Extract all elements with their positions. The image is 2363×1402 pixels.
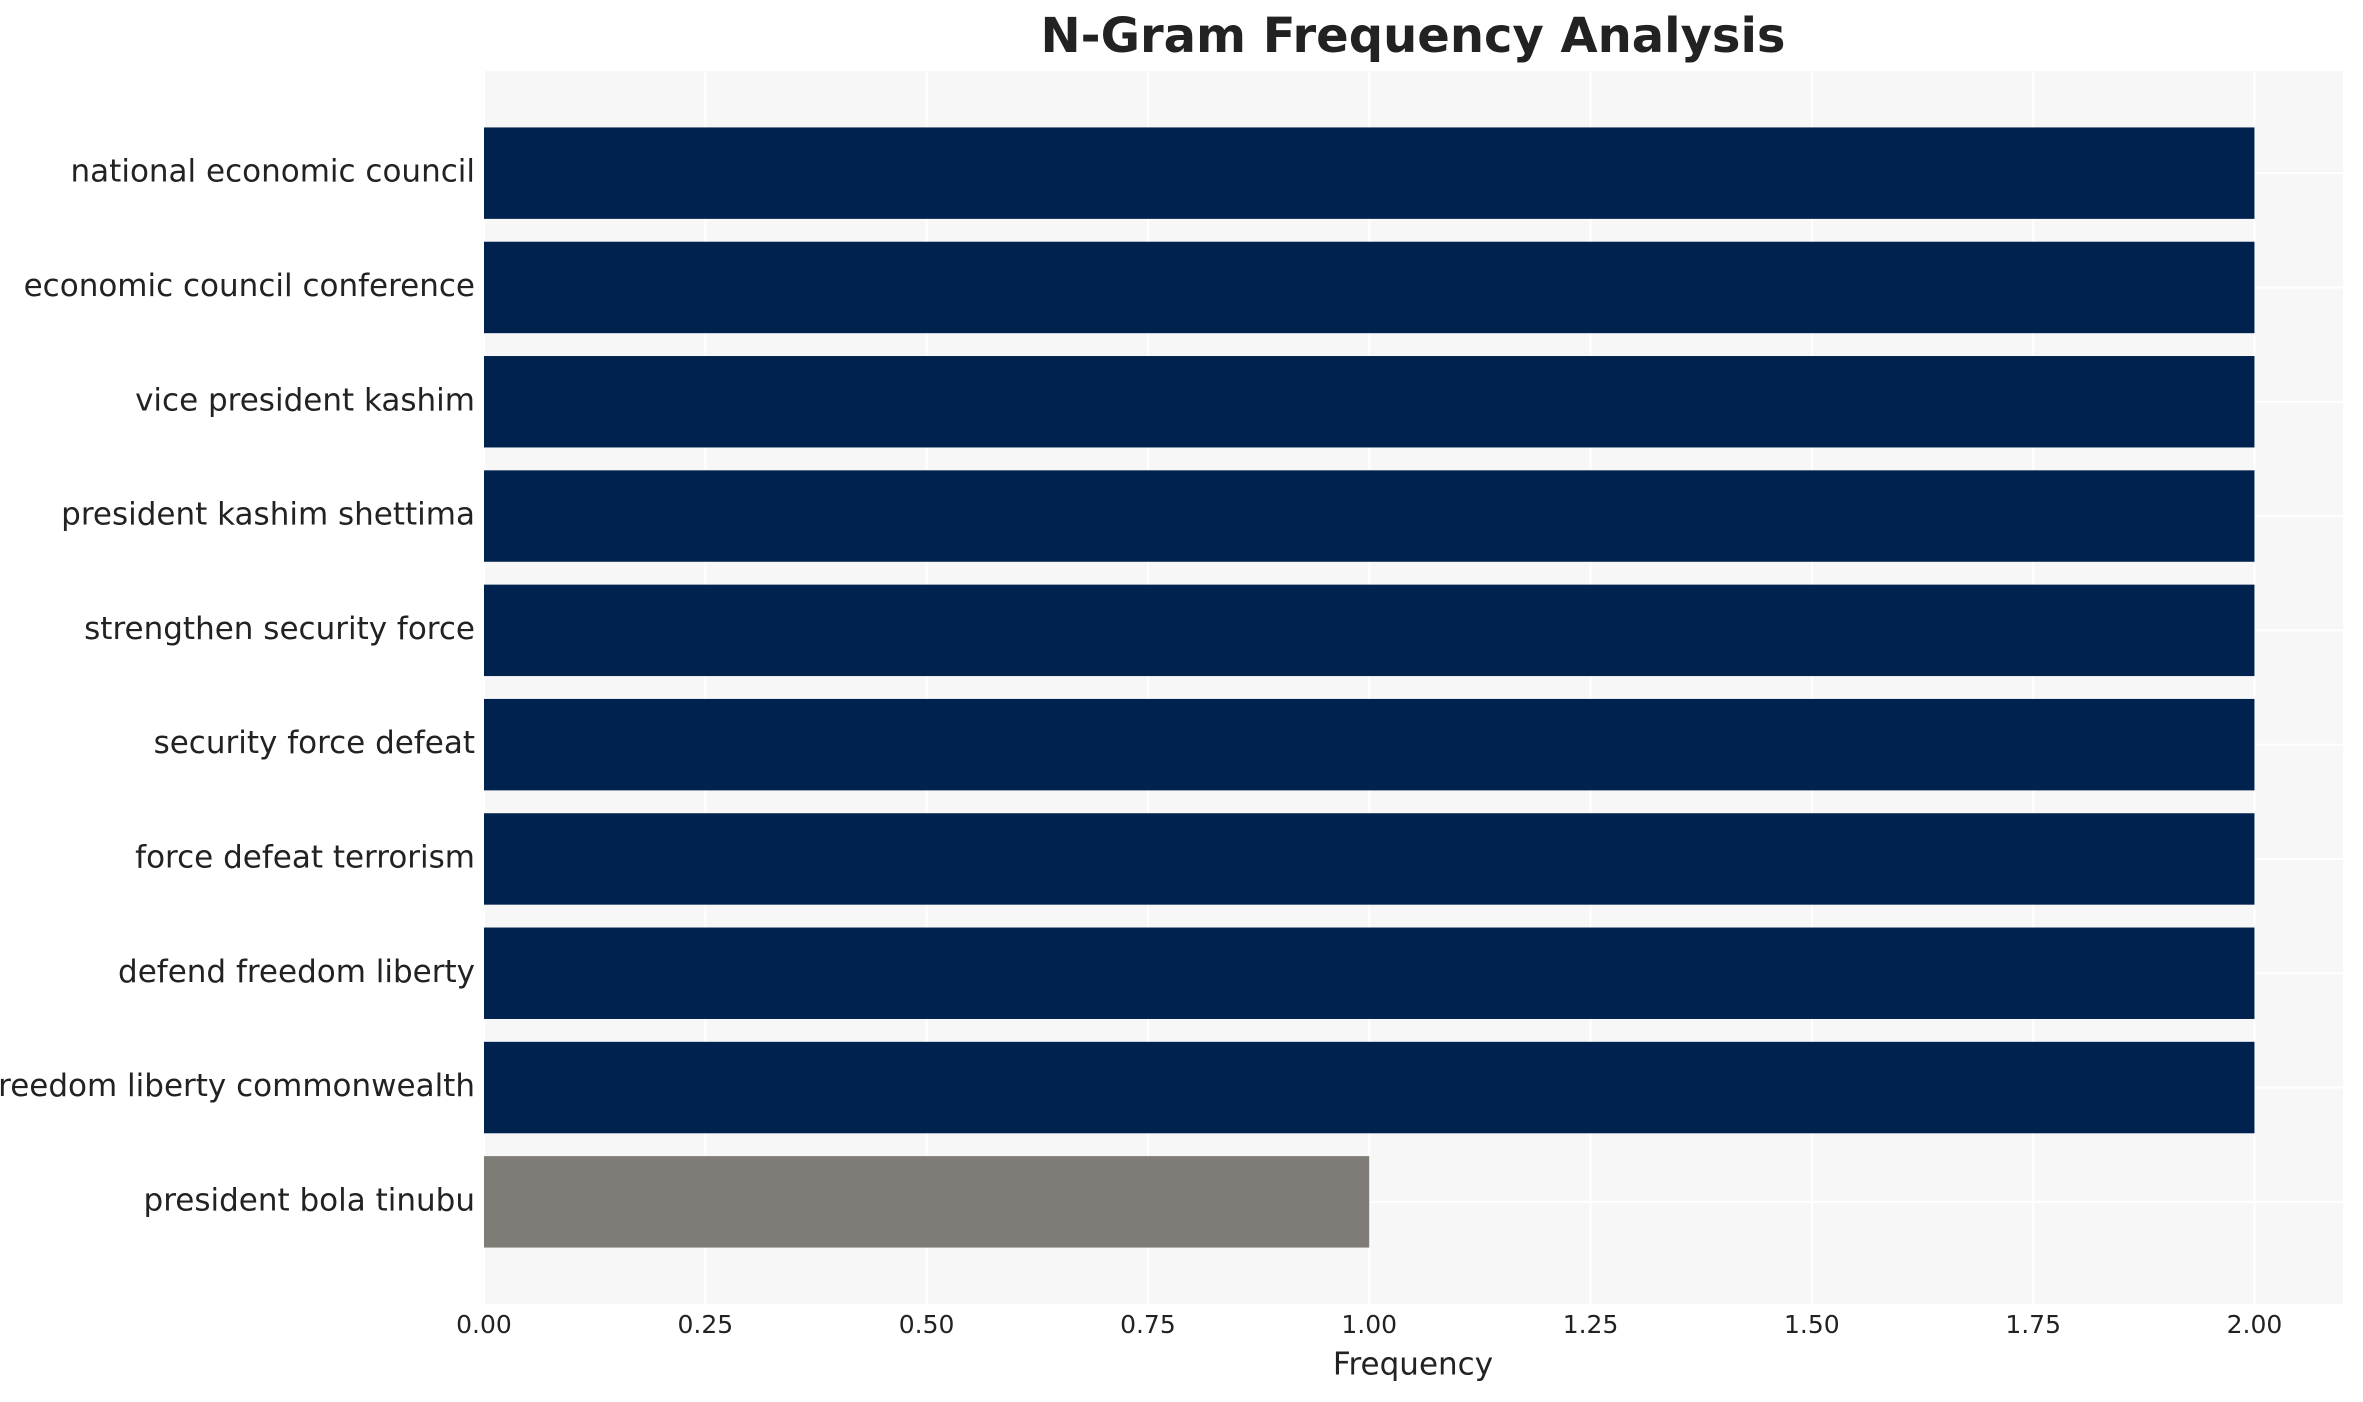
x-tick-label: 0.00 — [456, 1310, 512, 1339]
x-tick-label: 1.25 — [1563, 1310, 1619, 1339]
x-tick-label: 1.75 — [2005, 1310, 2061, 1339]
y-tick-label: freedom liberty commonwealth — [0, 1068, 475, 1104]
x-tick-label: 0.25 — [677, 1310, 733, 1339]
y-tick-label: national economic council — [71, 154, 475, 190]
x-tick-label: 0.50 — [899, 1310, 955, 1339]
x-tick-label: 1.00 — [1341, 1310, 1397, 1339]
bar — [484, 1156, 1370, 1248]
bar — [484, 241, 2255, 334]
x-tick-label: 2.00 — [2227, 1310, 2283, 1339]
y-tick-label: economic council conference — [24, 268, 475, 304]
x-tick-label: 1.50 — [1784, 1310, 1840, 1339]
y-tick-label: president kashim shettima — [61, 497, 475, 533]
x-axis-label: Frequency — [1333, 1347, 1493, 1383]
bar — [484, 813, 2255, 905]
y-tick-label: force defeat terrorism — [135, 839, 475, 875]
bar — [484, 927, 2255, 1019]
bar — [484, 356, 2255, 448]
x-tick-label: 0.75 — [1120, 1310, 1176, 1339]
bar — [484, 584, 2255, 677]
y-tick-label: security force defeat — [154, 725, 475, 761]
y-tick-label: defend freedom liberty — [118, 954, 475, 990]
y-tick-label: vice president kashim — [135, 382, 475, 418]
bar — [484, 698, 2255, 791]
chart-title: N-Gram Frequency Analysis — [1041, 8, 1786, 64]
bar — [484, 1041, 2255, 1134]
y-tick-label: president bola tinubu — [144, 1182, 475, 1218]
bar — [484, 127, 2255, 219]
y-tick-label: strengthen security force — [84, 611, 475, 647]
bar — [484, 470, 2255, 562]
